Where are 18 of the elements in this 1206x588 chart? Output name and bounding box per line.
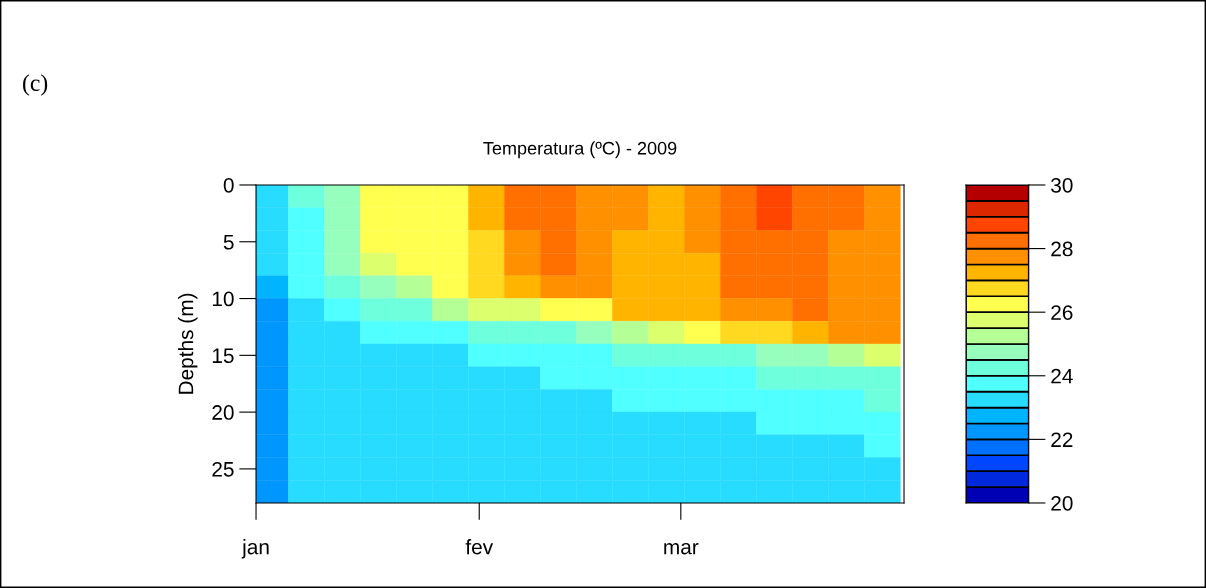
color-bar-label: 20 [1051, 495, 1073, 511]
text: (c) [23, 74, 48, 96]
y-tick-label: 0 [223, 177, 234, 193]
color-bar-label: 22 [1051, 432, 1073, 447]
x-tick-label: fev [465, 539, 494, 555]
y-tick-label: 15 [212, 348, 234, 364]
color-bar-label: 26 [1051, 305, 1073, 320]
x-tick-label: mar [664, 542, 699, 555]
y-tick-label: 10 [212, 291, 234, 307]
y-axis-title: Depths (m) [178, 293, 198, 394]
y-tick-label: 25 [212, 461, 234, 477]
y-tick-label: 5 [223, 234, 234, 250]
x-tick-label: jan [241, 539, 269, 559]
y-tick-label: 20 [212, 405, 234, 420]
color-bar-label: 28 [1051, 241, 1073, 257]
color-bar-label: 30 [1051, 177, 1073, 193]
color-bar-label: 24 [1051, 368, 1073, 384]
chart-title: Temperatura (ºC) - 2009 [483, 141, 677, 159]
